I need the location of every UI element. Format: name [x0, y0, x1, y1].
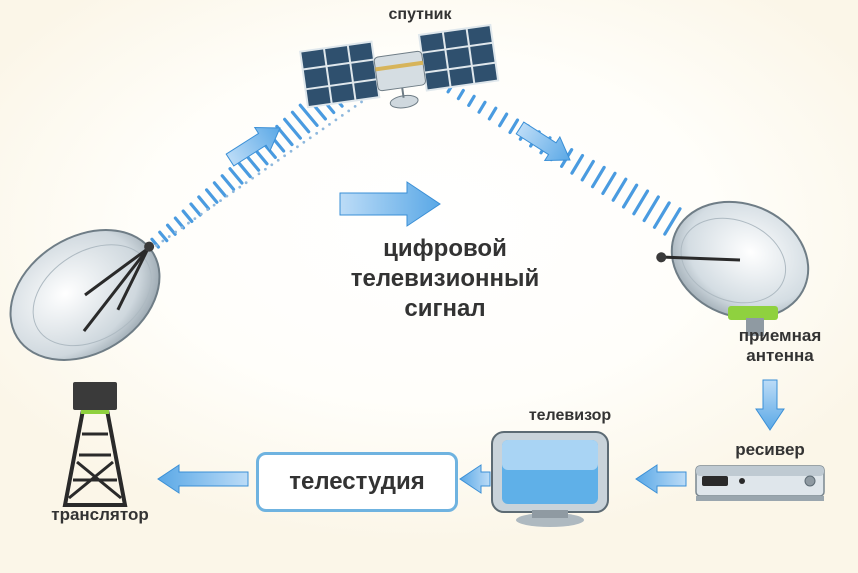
- label-transmitter: транслятор: [30, 505, 170, 525]
- label-receiving-antenna: приемная антенна: [700, 326, 858, 366]
- studio-box: телестудия: [256, 452, 458, 512]
- label-receiver: ресивер: [700, 440, 840, 460]
- label-satellite: спутник: [360, 6, 480, 24]
- studio-label: телестудия: [289, 468, 425, 496]
- center-signal-label: цифровой телевизионный сигнал: [320, 234, 570, 324]
- diagram-stage: цифровой телевизионный сигнал спутник пр…: [0, 0, 858, 573]
- label-tv: телевизор: [500, 407, 640, 425]
